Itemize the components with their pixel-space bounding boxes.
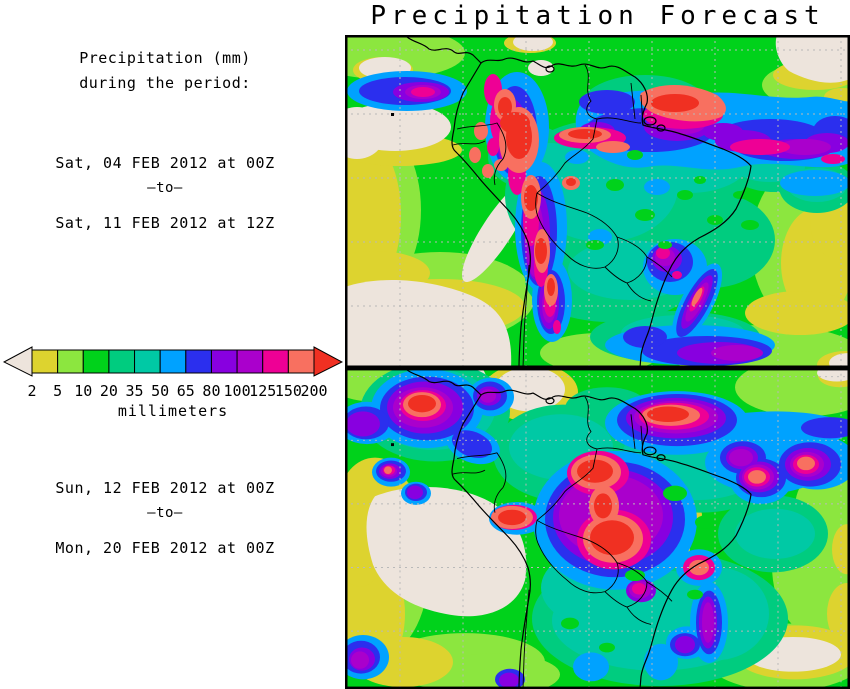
forecast-map-period2-svg xyxy=(345,368,850,689)
legend-arrow-below-min xyxy=(3,346,33,377)
legend-tick-label: 125 xyxy=(249,382,277,400)
legend-caption-line2: during the period: xyxy=(79,74,251,92)
map1-grid-lines xyxy=(345,35,850,368)
period1-end-date: Sat, 11 FEB 2012 at 12Z xyxy=(55,214,275,232)
legend-swatch xyxy=(262,349,289,374)
color-scale-legend: 2 5 10 20 35 50 65 80 100 125 150 200 millimeters xyxy=(3,346,348,422)
legend-tick-labels: 2 5 10 20 35 50 65 80 100 125 150 200 xyxy=(3,382,348,400)
period2-start-date: Sun, 12 FEB 2012 at 00Z xyxy=(55,479,275,497)
page-title: Precipitation Forecast xyxy=(370,1,825,31)
legend-tick-label: 50 xyxy=(151,382,170,400)
legend-swatch xyxy=(210,349,238,374)
legend-tick-label: 35 xyxy=(125,382,144,400)
period2-separator: –to– xyxy=(147,505,183,521)
legend-tick-label: 10 xyxy=(74,382,93,400)
period1-start-date: Sat, 04 FEB 2012 at 00Z xyxy=(55,154,275,172)
legend-caption-line1: Precipitation (mm) xyxy=(79,49,251,67)
legend-arrow-above-max xyxy=(313,346,343,377)
legend-swatch xyxy=(287,349,315,374)
period1-separator: –to– xyxy=(147,180,183,196)
map2-grid-lines xyxy=(345,368,850,689)
map2-contours-above-200mm xyxy=(408,394,689,556)
legend-swatch xyxy=(82,349,110,374)
legend-swatch xyxy=(108,349,136,374)
legend-swatch xyxy=(57,349,84,374)
map1-contours-below-2mm xyxy=(345,35,850,368)
legend-tick-label: 2 xyxy=(27,382,37,400)
legend-unit-label: millimeters xyxy=(117,402,229,420)
legend-swatch xyxy=(134,349,161,374)
forecast-map-period2 xyxy=(345,368,850,689)
map1-frame xyxy=(345,35,850,368)
legend-swatch xyxy=(236,349,264,374)
legend-tick-label: 20 xyxy=(99,382,118,400)
legend-tick-label: 200 xyxy=(300,382,328,400)
legend-swatch xyxy=(31,349,59,374)
legend-swatch xyxy=(159,349,187,374)
legend-tick-label: 150 xyxy=(274,382,302,400)
map2-frame xyxy=(345,368,850,689)
period2-end-date: Mon, 20 FEB 2012 at 00Z xyxy=(55,539,275,557)
legend-swatch xyxy=(185,349,212,374)
legend-tick-label: 80 xyxy=(202,382,221,400)
forecast-map-period1 xyxy=(345,35,850,368)
legend-tick-label: 5 xyxy=(53,382,63,400)
map2-interior-speckle xyxy=(561,485,715,653)
forecast-map-period1-svg xyxy=(345,35,850,368)
color-scale-bar xyxy=(3,346,343,377)
legend-tick-label: 100 xyxy=(223,382,251,400)
map1-interior-speckle xyxy=(586,150,759,250)
map2-contours-below-2mm xyxy=(366,368,850,672)
legend-tick-label: 65 xyxy=(176,382,195,400)
